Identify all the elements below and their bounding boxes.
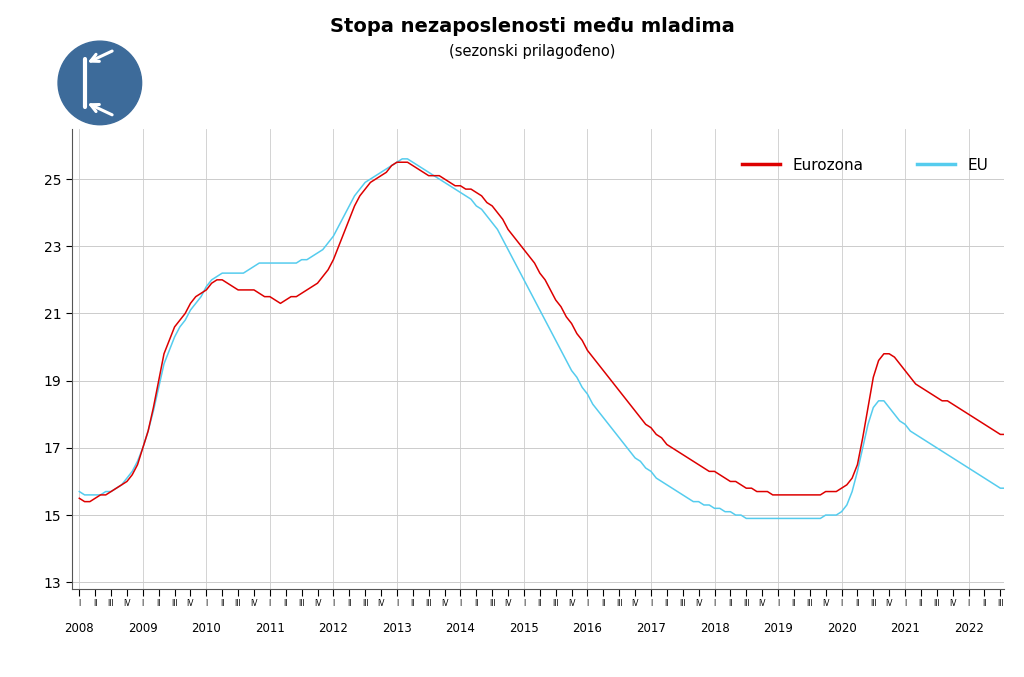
Text: 2014: 2014 (445, 622, 475, 635)
Text: 2018: 2018 (699, 622, 729, 635)
Text: 2010: 2010 (191, 622, 221, 635)
Text: 2021: 2021 (890, 622, 920, 635)
Text: 2017: 2017 (636, 622, 666, 635)
Text: Stopa nezaposlenosti među mladima: Stopa nezaposlenosti među mladima (330, 17, 735, 36)
Text: 2013: 2013 (382, 622, 412, 635)
Legend: Eurozona, EU: Eurozona, EU (736, 152, 994, 179)
Text: 2016: 2016 (572, 622, 602, 635)
Text: 2008: 2008 (65, 622, 94, 635)
Text: 2020: 2020 (826, 622, 856, 635)
Circle shape (58, 41, 141, 125)
Text: 2011: 2011 (255, 622, 285, 635)
Text: 2022: 2022 (953, 622, 983, 635)
Text: 2009: 2009 (128, 622, 158, 635)
Text: (sezonski prilagođeno): (sezonski prilagođeno) (450, 44, 615, 59)
Text: 2019: 2019 (763, 622, 793, 635)
Text: 2015: 2015 (509, 622, 539, 635)
Text: 2012: 2012 (318, 622, 348, 635)
